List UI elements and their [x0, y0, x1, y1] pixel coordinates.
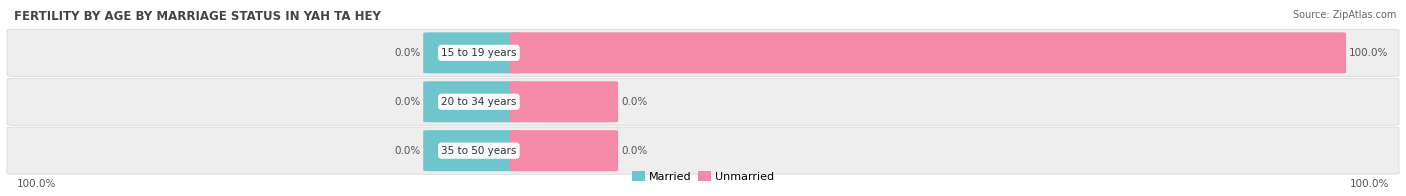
FancyBboxPatch shape	[509, 81, 619, 122]
Text: 0.0%: 0.0%	[621, 146, 647, 156]
Text: 0.0%: 0.0%	[394, 146, 420, 156]
FancyBboxPatch shape	[7, 127, 1399, 174]
Text: 100.0%: 100.0%	[1348, 48, 1388, 58]
Text: 0.0%: 0.0%	[394, 48, 420, 58]
Text: FERTILITY BY AGE BY MARRIAGE STATUS IN YAH TA HEY: FERTILITY BY AGE BY MARRIAGE STATUS IN Y…	[14, 10, 381, 23]
Text: 15 to 19 years: 15 to 19 years	[441, 48, 516, 58]
Text: 0.0%: 0.0%	[621, 97, 647, 107]
Text: 100.0%: 100.0%	[17, 179, 56, 189]
FancyBboxPatch shape	[423, 32, 520, 73]
FancyBboxPatch shape	[423, 81, 520, 122]
FancyBboxPatch shape	[7, 78, 1399, 125]
Text: 35 to 50 years: 35 to 50 years	[441, 146, 516, 156]
FancyBboxPatch shape	[509, 130, 619, 171]
Text: 0.0%: 0.0%	[394, 97, 420, 107]
Text: 100.0%: 100.0%	[1350, 179, 1389, 189]
FancyBboxPatch shape	[7, 29, 1399, 76]
Text: Source: ZipAtlas.com: Source: ZipAtlas.com	[1292, 10, 1396, 20]
FancyBboxPatch shape	[509, 32, 1346, 73]
Legend: Married, Unmarried: Married, Unmarried	[627, 167, 779, 187]
Text: 20 to 34 years: 20 to 34 years	[441, 97, 516, 107]
FancyBboxPatch shape	[423, 130, 520, 171]
